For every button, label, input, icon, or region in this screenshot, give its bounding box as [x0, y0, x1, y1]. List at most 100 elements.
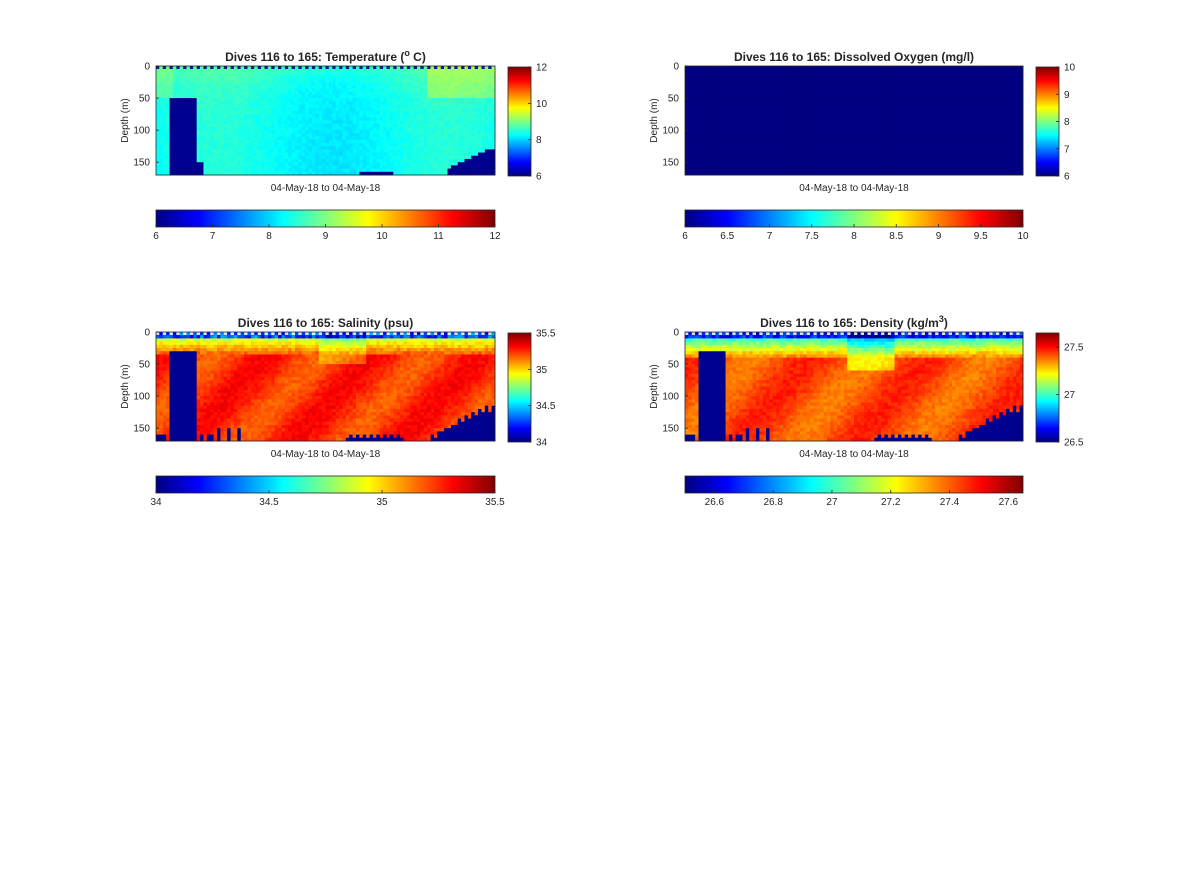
heatmap-cell — [715, 114, 720, 118]
heatmap-cell — [389, 110, 394, 115]
heatmap-cell — [274, 114, 279, 118]
heatmap-cell — [440, 104, 445, 109]
heatmap-cell — [166, 126, 170, 131]
heatmap-cell — [478, 94, 482, 99]
heatmap-cell — [247, 139, 252, 144]
heatmap-cell — [783, 123, 787, 128]
heatmap-cell — [366, 158, 370, 163]
heatmap-cell — [176, 82, 181, 86]
heatmap-cell — [230, 142, 235, 147]
heatmap-cell — [491, 69, 496, 73]
heatmap-cell — [389, 146, 394, 150]
heatmap-cell — [196, 88, 201, 93]
heatmap-cell — [400, 107, 404, 112]
heatmap-cell — [403, 146, 408, 150]
heatmap-cell — [742, 107, 747, 112]
heatmap-cell — [220, 88, 225, 93]
heatmap-cell — [742, 117, 747, 121]
heatmap-cell — [159, 158, 164, 163]
heatmap-cell — [278, 158, 282, 163]
heatmap-cell — [217, 104, 221, 109]
heatmap-cell — [752, 136, 757, 141]
heatmap-cell — [803, 136, 808, 141]
heatmap-cell — [742, 72, 747, 77]
heatmap-cell — [301, 82, 306, 86]
heatmap-cell — [705, 94, 710, 99]
heatmap-cell — [376, 146, 381, 150]
heatmap-cell — [379, 120, 384, 125]
heatmap-cell — [362, 123, 367, 128]
heatmap-cell — [166, 136, 170, 141]
heatmap-cell — [444, 88, 448, 93]
heatmap-cell — [752, 158, 757, 163]
heatmap-cell — [247, 88, 252, 93]
heatmap-cell — [271, 158, 276, 163]
heatmap-cell — [806, 66, 811, 70]
heatmap-cell — [444, 171, 448, 176]
heatmap-cell — [322, 146, 326, 150]
heatmap-cell — [810, 158, 814, 163]
heatmap-cell — [227, 155, 231, 160]
heatmap-cell — [386, 110, 391, 115]
temperature-axes-box — [155, 65, 496, 176]
heatmap-cell — [739, 88, 743, 93]
heatmap-cell — [461, 117, 465, 121]
heatmap-cell — [417, 69, 421, 73]
heatmap-cell — [810, 139, 814, 144]
heatmap-cell — [203, 146, 208, 150]
heatmap-cell — [698, 107, 703, 112]
heatmap-cell — [298, 82, 303, 86]
heatmap-cell — [217, 107, 221, 112]
heatmap-cell — [695, 107, 699, 112]
heatmap-cell — [718, 142, 723, 147]
heatmap-cell — [491, 149, 496, 153]
heatmap-cell — [230, 139, 235, 144]
surface-gap-cell — [162, 66, 167, 69]
heatmap-cell — [189, 101, 194, 105]
heatmap-cell — [454, 91, 459, 96]
heatmap-cell — [383, 94, 387, 99]
heatmap-cell — [183, 136, 187, 141]
heatmap-cell — [359, 130, 364, 134]
heatmap-cell — [474, 139, 479, 144]
heatmap-cell — [193, 168, 198, 173]
heatmap-cell — [223, 88, 228, 93]
heatmap-cell — [471, 146, 476, 150]
heatmap-cell — [379, 149, 384, 153]
heatmap-cell — [762, 152, 767, 157]
heatmap-cell — [328, 165, 333, 169]
heatmap-cell — [349, 152, 354, 157]
heatmap-cell — [172, 158, 177, 163]
heatmap-cell — [267, 98, 272, 102]
heatmap-cell — [467, 142, 472, 147]
heatmap-cell — [474, 168, 479, 173]
heatmap-cell — [685, 85, 689, 89]
surface-gap-cell — [386, 66, 390, 69]
heatmap-cell — [301, 162, 306, 166]
heatmap-cell — [172, 149, 177, 153]
heatmap-cell — [156, 75, 160, 80]
heatmap-cell — [471, 104, 476, 109]
heatmap-cell — [437, 91, 442, 96]
heatmap-cell — [796, 123, 801, 128]
heatmap-cell — [826, 104, 831, 109]
heatmap-cell — [264, 107, 269, 112]
heatmap-cell — [454, 120, 459, 125]
heatmap-cell — [193, 66, 198, 70]
heatmap-cell — [291, 88, 296, 93]
heatmap-cell — [728, 98, 733, 102]
heatmap-cell — [308, 104, 313, 109]
heatmap-cell — [749, 98, 753, 102]
heatmap-cell — [230, 110, 235, 115]
heatmap-cell — [427, 136, 431, 141]
heatmap-cell — [230, 91, 235, 96]
heatmap-cell — [695, 91, 699, 96]
heatmap-cell — [372, 123, 377, 128]
heatmap-cell — [806, 120, 811, 125]
heatmap-cell — [308, 142, 313, 147]
heatmap-cell — [166, 123, 170, 128]
heatmap-cell — [227, 101, 231, 105]
heatmap-cell — [688, 133, 693, 137]
heatmap-cell — [447, 155, 452, 160]
heatmap-cell — [200, 123, 204, 128]
